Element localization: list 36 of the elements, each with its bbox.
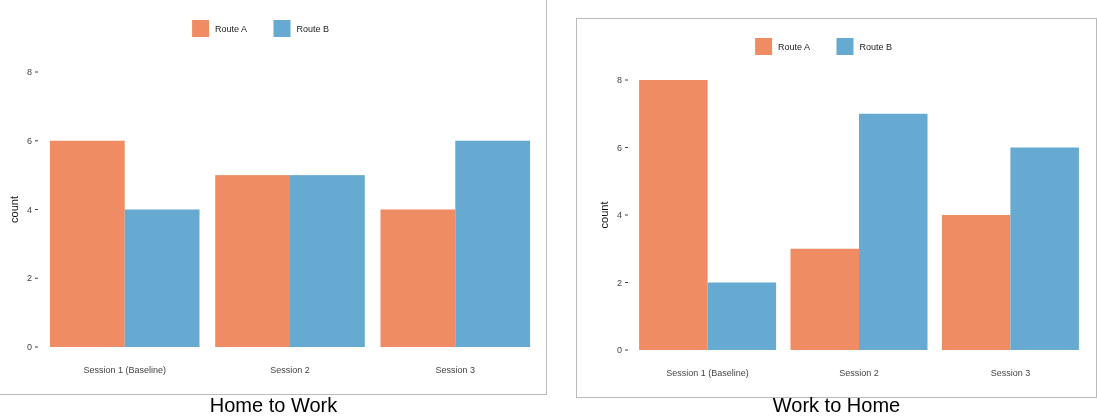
- bar: [941, 215, 1011, 350]
- x-tick-label: Session 2: [270, 365, 310, 375]
- legend-label: Route B: [296, 23, 330, 34]
- bar: [859, 113, 928, 350]
- y-tick-label: 6: [616, 142, 622, 153]
- bar: [790, 248, 859, 350]
- bar: [455, 140, 531, 347]
- x-tick-label: Session 3: [990, 368, 1031, 378]
- y-tick-label: 0: [616, 345, 622, 356]
- x-tick-label: Session 2: [839, 368, 879, 378]
- y-tick-label: 8: [616, 75, 622, 86]
- bar: [124, 209, 200, 347]
- bar: [290, 175, 365, 347]
- y-tick-label: 4: [616, 210, 622, 221]
- bar: [215, 175, 290, 347]
- legend-label: Route A: [778, 41, 811, 52]
- text: Work to Home: [772, 394, 901, 416]
- y-tick-label: 2: [616, 277, 622, 288]
- y-tick-label: 6: [26, 135, 32, 146]
- y-tick-label: 0: [26, 342, 32, 353]
- x-tick-label: Session 1 (Baseline): [83, 365, 166, 375]
- y-tick-label: 2: [26, 273, 32, 284]
- y-axis-title: count: [8, 196, 20, 223]
- x-tick-label: Session 1 (Baseline): [666, 368, 749, 378]
- x-tick-label: Session 3: [435, 365, 476, 375]
- y-tick-label: 4: [26, 204, 32, 215]
- bar: [1010, 147, 1079, 350]
- bar: [639, 80, 708, 350]
- legend-label: Route A: [215, 23, 248, 34]
- bar: [380, 209, 456, 347]
- bar: [707, 282, 777, 350]
- bar: [49, 140, 125, 347]
- y-tick-label: 8: [26, 67, 32, 78]
- legend-label: Route B: [859, 41, 893, 52]
- y-axis-title: count: [598, 201, 610, 229]
- text: Home to Work: [209, 394, 339, 416]
